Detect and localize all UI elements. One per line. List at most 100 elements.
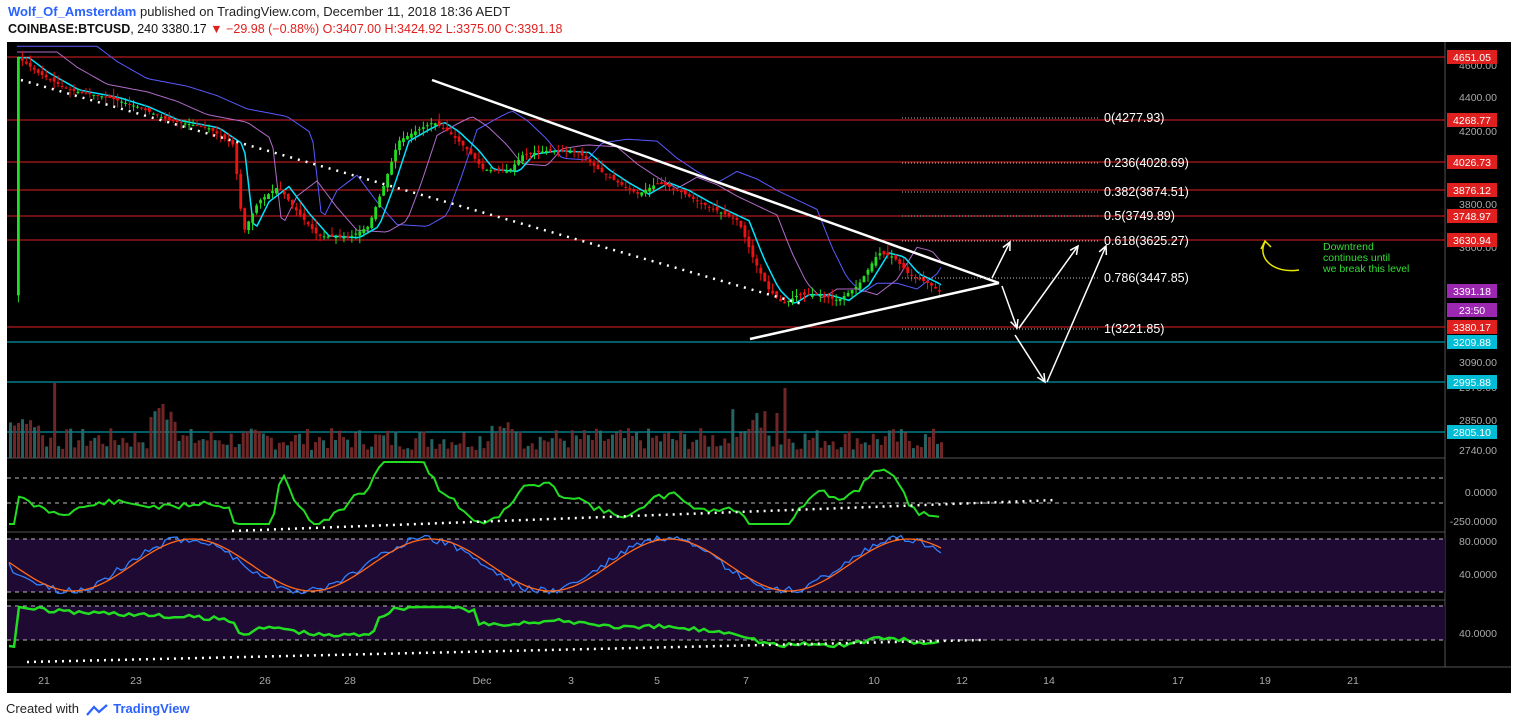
candle-body <box>92 94 96 96</box>
candle-body <box>187 124 191 126</box>
candle-body <box>437 121 441 126</box>
panel-tick: 0.0000 <box>1465 487 1497 499</box>
volume-bar <box>498 426 502 458</box>
volume-bar <box>145 448 149 458</box>
candle-body <box>580 150 584 156</box>
interval-label[interactable]: 240 <box>137 22 159 36</box>
chart-area[interactable]: 0(4277.93) 0.236(4028.69) 0.382(3874.51) 0.… <box>7 42 1511 693</box>
volume-bar <box>823 441 827 458</box>
candle-body <box>830 296 834 299</box>
candle-body <box>28 62 32 67</box>
indicator-panel-3: 40.0000 <box>7 605 1497 664</box>
arrow-head <box>1036 372 1046 384</box>
volume-bar <box>37 425 41 458</box>
candle-body <box>140 107 143 109</box>
volume-bar <box>502 427 506 458</box>
candle-body <box>461 140 465 146</box>
candle-body <box>259 200 262 204</box>
chart-canvas[interactable]: 0(4277.93) 0.236(4028.69) 0.382(3874.51) 0.… <box>7 42 1511 693</box>
volume-bar <box>209 431 213 458</box>
candle-body <box>537 150 540 153</box>
candle-body <box>799 294 802 296</box>
candle-body <box>548 149 552 151</box>
candle-body <box>676 189 679 191</box>
candle-body <box>44 74 48 78</box>
volume-bar <box>839 447 843 458</box>
volume-bar <box>277 442 281 458</box>
time-tick-label: 19 <box>1259 675 1271 687</box>
volume-bar <box>695 439 699 458</box>
candle-body <box>838 299 842 302</box>
level-badge <box>1447 209 1497 223</box>
volume-bar <box>679 430 683 458</box>
projection-arrows <box>991 240 1108 384</box>
candle-body <box>818 295 822 297</box>
volume-bar <box>883 436 887 458</box>
candle-body <box>378 196 382 208</box>
candle-body <box>672 188 675 190</box>
candle-body <box>707 206 711 208</box>
volume-bar <box>137 442 141 458</box>
volume-bar <box>237 444 241 458</box>
volume-bar <box>819 447 823 458</box>
volume-bar <box>931 428 935 458</box>
volume-bar <box>17 422 21 458</box>
candle-body <box>282 191 286 195</box>
fib-label: 0.382(3874.51) <box>1104 185 1189 199</box>
symbol-name[interactable]: COINBASE:BTCUSD <box>8 22 131 36</box>
candle-body <box>608 176 612 178</box>
candle-body <box>370 217 374 228</box>
candle-body <box>743 225 747 238</box>
volume-bar <box>65 429 69 458</box>
candle-body <box>810 294 814 297</box>
candle-body <box>894 255 898 260</box>
volume-bar <box>787 438 791 458</box>
time-tick-label: 10 <box>868 675 880 687</box>
volume-bar <box>105 446 109 458</box>
volume-bar <box>691 441 695 458</box>
candle-body <box>76 91 80 94</box>
candle-body <box>854 286 858 289</box>
candle-body <box>298 209 302 216</box>
volume-bar <box>935 443 939 458</box>
level-badge-label: 4651.05 <box>1453 52 1491 64</box>
tradingview-brand[interactable]: TradingView <box>113 701 190 716</box>
volume-bar <box>438 443 442 458</box>
candle-body <box>84 92 88 94</box>
volume-bar <box>366 449 370 458</box>
candle-body <box>846 292 850 297</box>
volume-bar <box>622 438 626 458</box>
volume-bar <box>598 430 602 458</box>
candle-body <box>604 173 608 175</box>
candle-body <box>731 217 735 219</box>
volume-bar <box>450 442 454 458</box>
candle-body <box>469 148 473 154</box>
ema-mid-line <box>17 51 942 299</box>
volume-bar <box>807 439 811 458</box>
candle-body <box>425 125 429 127</box>
candle-body <box>529 152 532 154</box>
level-badge-label: 4268.77 <box>1453 115 1491 127</box>
volume-bar <box>767 435 771 458</box>
volume-bar <box>550 438 554 458</box>
volume-bar <box>739 432 743 458</box>
author-link[interactable]: Wolf_Of_Amsterdam <box>8 4 137 19</box>
candle-body <box>406 135 409 140</box>
volume-bar <box>771 446 775 458</box>
volume-bar <box>827 445 831 458</box>
volume-bar <box>570 430 574 458</box>
volume-bar <box>201 439 205 458</box>
volume-bar <box>602 440 606 458</box>
volume-bar <box>470 446 474 458</box>
candle-body <box>612 175 616 180</box>
volume-bar <box>510 428 514 458</box>
open-value: O:3407.00 <box>322 22 382 36</box>
candle-body <box>394 149 397 162</box>
candle-body <box>822 294 826 297</box>
candle-body <box>648 187 652 192</box>
volume-bar <box>891 429 895 458</box>
volume-bar <box>538 436 542 458</box>
tradingview-logo-icon <box>85 703 108 716</box>
candle-body <box>556 150 560 152</box>
candle-body <box>449 132 453 135</box>
